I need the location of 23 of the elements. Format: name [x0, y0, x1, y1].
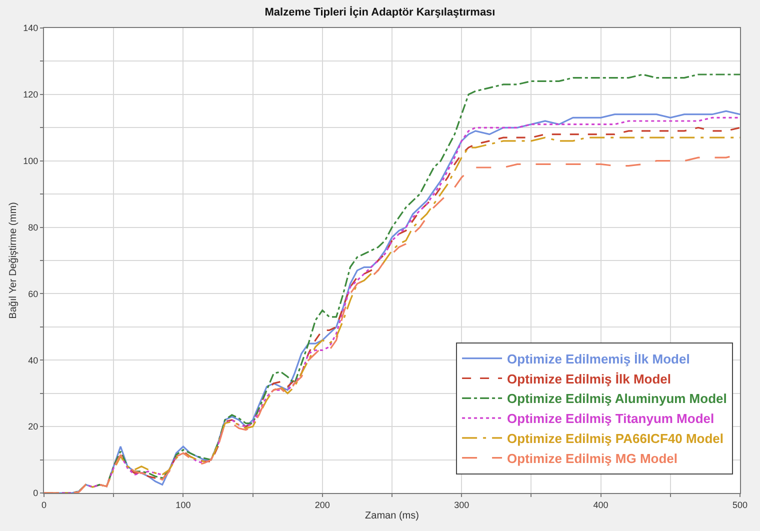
legend-label: Optimize Edilmiş PA66ICF40 Model	[507, 431, 724, 446]
y-tick-label: 120	[23, 90, 38, 100]
legend-label: Optimize Edilmiş İlk Model	[507, 371, 672, 386]
y-tick-label: 20	[28, 422, 38, 432]
legend-label: Optimize Edilmiş Titanyum Model	[507, 411, 714, 426]
x-tick-label: 200	[314, 500, 330, 510]
y-tick-label: 0	[33, 488, 38, 498]
y-tick-label: 140	[23, 23, 38, 34]
legend-label: Optimize Edilmemiş İlk Model	[507, 351, 690, 366]
x-tick-label: 400	[593, 500, 608, 510]
x-tick-label: 100	[176, 500, 191, 510]
x-axis-title: Zaman (ms)	[365, 510, 419, 522]
legend-label: Optimize Edilmiş MG Model	[507, 450, 678, 466]
x-tick-label: 300	[454, 500, 470, 510]
x-tick-label: 0	[41, 500, 47, 510]
y-tick-label: 80	[28, 222, 38, 232]
legend-label: Optimize Edilmiş Aluminyum Model	[507, 391, 727, 406]
y-tick-label: 100	[23, 156, 38, 166]
y-tick-label: 40	[28, 355, 38, 366]
x-tick-label: 500	[732, 500, 748, 510]
y-tick-label: 60	[28, 288, 38, 299]
y-axis-title: Bağıl Yer Değiştirme (mm)	[8, 202, 20, 319]
chart-title: Malzeme Tipleri İçin Adaptör Karşılaştırması	[264, 6, 496, 19]
